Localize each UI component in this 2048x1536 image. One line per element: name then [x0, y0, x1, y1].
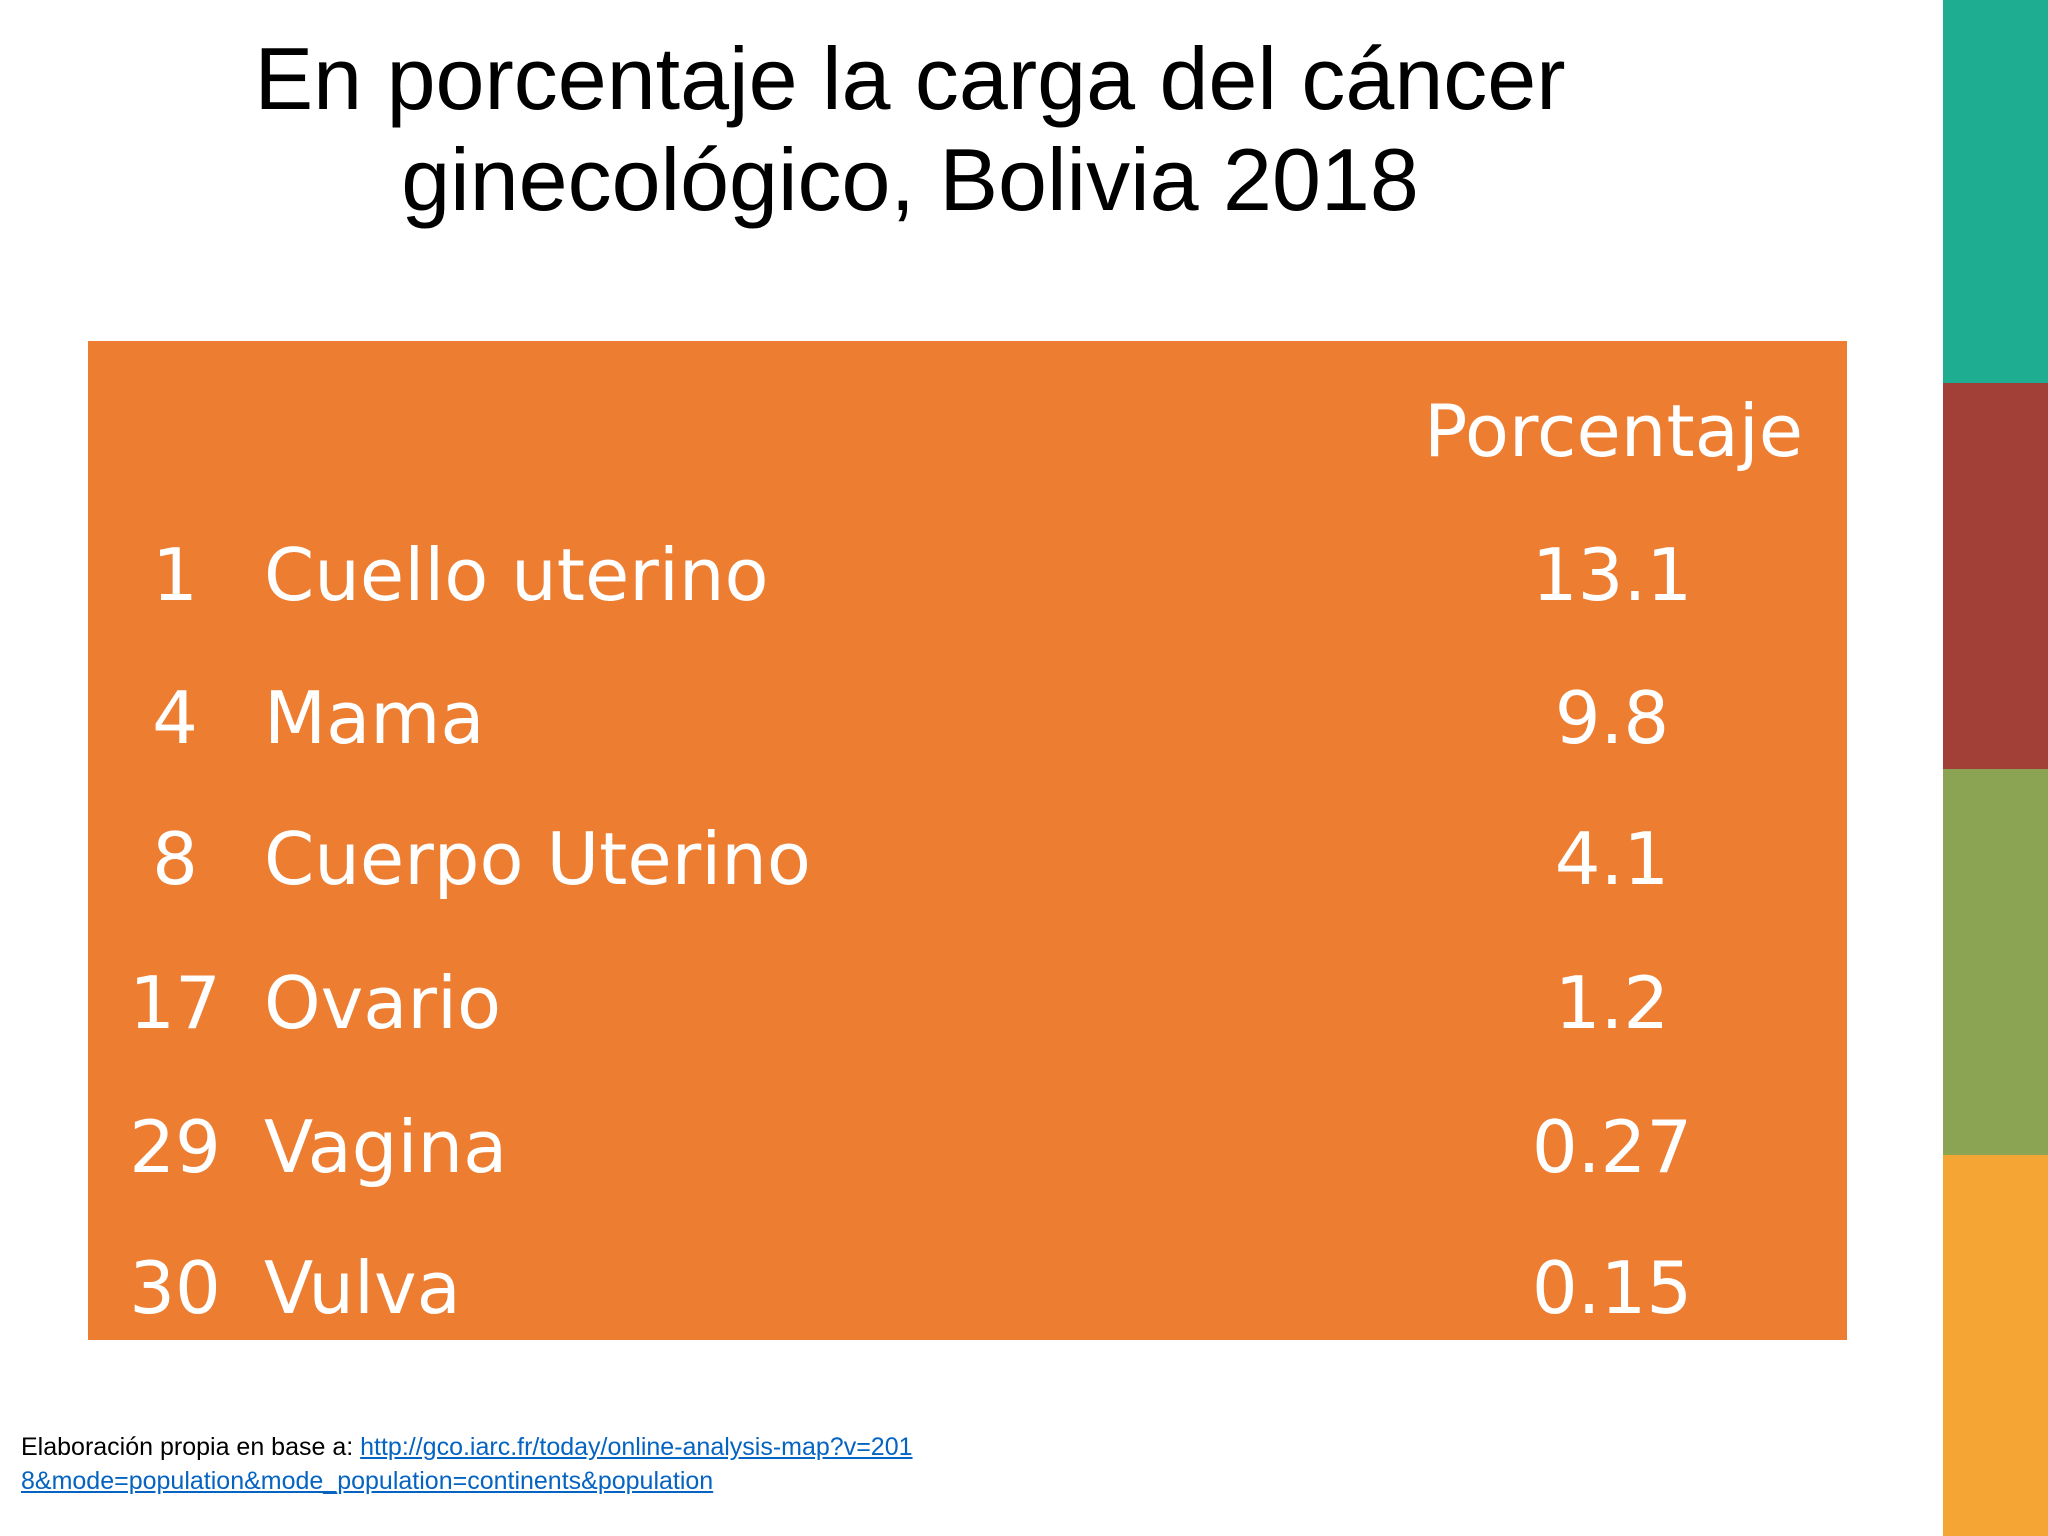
rank: 4 — [152, 676, 198, 760]
footer-text: Elaboración propia en base a: — [21, 1433, 354, 1461]
rank: 1 — [152, 533, 198, 617]
accent-bar — [1943, 0, 2048, 383]
rank: 30 — [129, 1246, 221, 1330]
table-panel — [88, 341, 1847, 1340]
percentage: 1.2 — [1554, 961, 1670, 1045]
accent-bar — [1943, 1155, 2048, 1536]
percentage: 0.27 — [1531, 1105, 1693, 1189]
accent-bar — [1943, 383, 2048, 769]
cancer-site: Vagina — [264, 1105, 508, 1189]
source-link[interactable]: http://gco.iarc.fr/today/online-analysis… — [21, 1433, 913, 1495]
accent-bar — [1943, 769, 2048, 1155]
cancer-site: Ovario — [264, 961, 502, 1045]
percentage: 9.8 — [1554, 676, 1670, 760]
rank: 8 — [152, 817, 198, 901]
cancer-site: Mama — [264, 676, 485, 760]
cancer-site: Vulva — [264, 1246, 461, 1330]
footer: Elaboración propia en base a: http://gco… — [21, 1430, 921, 1498]
percentage: 0.15 — [1531, 1246, 1693, 1330]
rank: 17 — [129, 961, 221, 1045]
column-header: Porcentaje — [1424, 389, 1804, 473]
percentage: 13.1 — [1531, 533, 1693, 617]
percentage: 4.1 — [1554, 817, 1670, 901]
rank: 29 — [129, 1105, 221, 1189]
cancer-site: Cuello uterino — [264, 533, 769, 617]
cancer-site: Cuerpo Uterino — [264, 817, 811, 901]
slide-title: En porcentaje la carga del cáncer gineco… — [254, 29, 1566, 229]
